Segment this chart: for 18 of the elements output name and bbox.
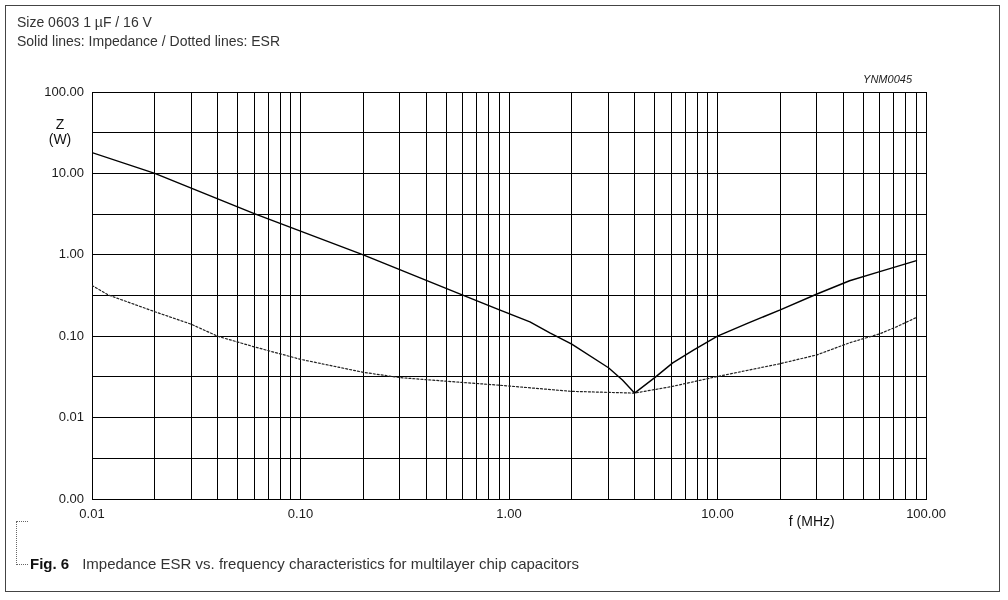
y-tick-label: 0.10 xyxy=(58,327,84,343)
x-tick-label: 0.01 xyxy=(79,506,105,522)
text: Impedance ESR vs. frequency characteristics for multilayer chip capacitors xyxy=(82,555,580,572)
y-tick-label: 100.00 xyxy=(44,83,84,99)
chart-title: Size 0603 1 µF / 16 V xyxy=(17,14,152,30)
chart-subtitle: Solid lines: Impedance / Dotted lines: ESR xyxy=(17,33,281,49)
text: YNM0045 xyxy=(863,73,913,86)
x-axis-title: f (MHz) xyxy=(788,512,835,529)
y-tick-label: 0.00 xyxy=(58,490,84,506)
y-axis-title: Z (W) xyxy=(48,115,72,147)
x-tick-label: 0.10 xyxy=(287,506,314,522)
x-tick-label: 100.00 xyxy=(906,506,946,522)
y-tick-label: 0.01 xyxy=(58,409,84,425)
x-tick-label: 1.00 xyxy=(496,506,522,522)
y-tick-label: 10.00 xyxy=(51,164,84,180)
y-tick-label: 1.00 xyxy=(58,246,84,262)
x-tick-label: 10.00 xyxy=(701,506,734,522)
caption: Fig. 6 xyxy=(30,555,70,572)
